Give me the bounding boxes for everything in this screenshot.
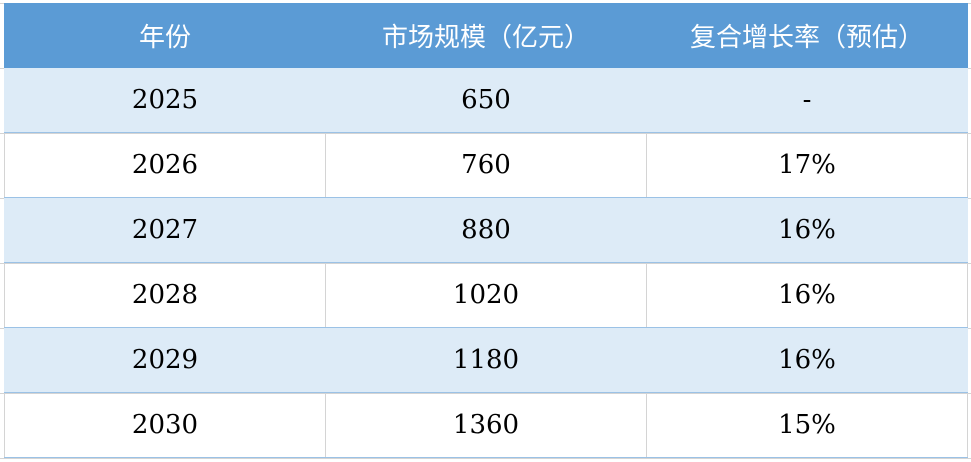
market-size-cell[interactable]: 1180: [325, 327, 647, 393]
header-row: 年份 市场规模（亿元） 复合增长率（预估）: [4, 3, 968, 68]
table-row: 2027 880 16%: [4, 197, 968, 263]
market-size-table: 年份 市场规模（亿元） 复合增长率（预估） 2025 650-2026 760 17%…: [4, 3, 968, 458]
cagr-cell[interactable]: 15%: [646, 392, 968, 458]
year-cell[interactable]: 2028: [4, 262, 326, 328]
header-year[interactable]: 年份: [4, 3, 326, 68]
market-size-cell[interactable]: 650: [325, 67, 647, 133]
table-row: 2028 1020 16%: [4, 262, 968, 328]
market-size-cell[interactable]: 1360: [325, 392, 647, 458]
table-row: 2029 1180 16%: [4, 327, 968, 393]
cagr-cell[interactable]: 16%: [646, 197, 968, 263]
table-row: 2030 1360 15%: [4, 392, 968, 458]
market-size-cell[interactable]: 1020: [325, 262, 647, 328]
cagr-cell[interactable]: 16%: [646, 262, 968, 328]
market-size-cell[interactable]: 880: [325, 197, 647, 263]
cagr-cell[interactable]: 16%: [646, 327, 968, 393]
year-cell[interactable]: 2025: [4, 67, 326, 133]
cagr-cell[interactable]: 17%: [646, 132, 968, 198]
market-size-cell[interactable]: 760: [325, 132, 647, 198]
table-row: 2026 760 17%: [4, 132, 968, 198]
year-cell[interactable]: 2029: [4, 327, 326, 393]
header-market-size[interactable]: 市场规模（亿元）: [325, 3, 647, 68]
cagr-cell[interactable]: -: [646, 67, 968, 133]
year-cell[interactable]: 2030: [4, 392, 326, 458]
year-cell[interactable]: 2026: [4, 132, 326, 198]
table-row: 2025 650-: [4, 67, 968, 133]
year-cell[interactable]: 2027: [4, 197, 326, 263]
header-cagr[interactable]: 复合增长率（预估）: [646, 3, 968, 68]
